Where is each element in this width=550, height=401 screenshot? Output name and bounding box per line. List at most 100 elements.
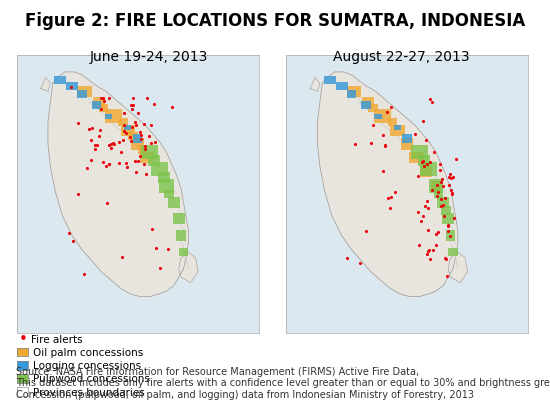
Point: [414, 210, 422, 216]
Bar: [160, 179, 174, 193]
Point: [386, 205, 394, 212]
Point: [104, 142, 113, 149]
Bar: [105, 110, 122, 124]
Point: [439, 184, 448, 190]
Bar: [168, 197, 180, 208]
Point: [119, 123, 128, 129]
Point: [65, 230, 74, 237]
Bar: [336, 83, 348, 91]
Bar: [346, 91, 356, 99]
Point: [152, 245, 161, 252]
Point: [91, 143, 100, 149]
Point: [446, 175, 455, 181]
Point: [390, 189, 399, 195]
Point: [379, 132, 388, 138]
Polygon shape: [448, 253, 467, 283]
Bar: [390, 125, 405, 136]
Point: [446, 233, 455, 239]
Point: [119, 111, 128, 117]
Point: [426, 159, 434, 166]
Text: Pulpwood concessions: Pulpwood concessions: [33, 374, 150, 383]
Point: [426, 96, 435, 103]
Text: Source: NASA Fire Information for Resource Management (FIRMS) Active Fire Data,
: Source: NASA Fire Information for Resour…: [16, 366, 550, 399]
Point: [139, 122, 148, 128]
Point: [74, 191, 82, 198]
Point: [368, 122, 377, 129]
Point: [443, 228, 452, 235]
Bar: [411, 146, 427, 160]
Bar: [420, 163, 437, 176]
Point: [420, 204, 429, 210]
Point: [136, 130, 145, 136]
Point: [130, 119, 139, 126]
Point: [136, 132, 145, 138]
Point: [415, 242, 424, 249]
Point: [437, 179, 446, 186]
Point: [424, 227, 432, 234]
Polygon shape: [179, 253, 198, 283]
Point: [449, 174, 458, 181]
Bar: [433, 190, 443, 198]
Bar: [99, 105, 108, 113]
Bar: [420, 167, 432, 178]
Point: [134, 158, 142, 164]
Bar: [346, 87, 361, 97]
Point: [122, 131, 130, 137]
Point: [117, 149, 125, 156]
Point: [423, 162, 432, 168]
Point: [137, 136, 146, 143]
Bar: [131, 139, 144, 150]
Point: [74, 121, 82, 128]
Point: [367, 141, 376, 147]
Point: [447, 192, 456, 198]
Point: [379, 169, 388, 175]
Bar: [138, 146, 147, 154]
Point: [425, 247, 434, 254]
Point: [164, 246, 173, 252]
Point: [145, 133, 153, 140]
Polygon shape: [41, 78, 51, 92]
Text: Oil palm concessions: Oil palm concessions: [33, 347, 143, 357]
Point: [452, 156, 460, 162]
Point: [351, 142, 360, 148]
Bar: [375, 114, 382, 120]
Point: [436, 203, 445, 210]
Point: [449, 215, 458, 222]
Point: [128, 107, 136, 113]
Point: [168, 104, 177, 111]
Polygon shape: [317, 73, 458, 297]
Bar: [91, 102, 101, 110]
Point: [442, 256, 450, 263]
Point: [411, 132, 420, 138]
Point: [433, 229, 442, 235]
Bar: [77, 87, 91, 97]
Point: [149, 101, 158, 107]
Point: [133, 110, 142, 117]
Point: [419, 158, 428, 164]
Bar: [375, 110, 391, 124]
Point: [433, 189, 442, 195]
Bar: [409, 153, 424, 164]
Point: [67, 85, 75, 91]
Bar: [66, 83, 78, 91]
Point: [441, 195, 449, 201]
Point: [140, 161, 148, 167]
Point: [381, 142, 389, 148]
Point: [387, 194, 395, 201]
Bar: [176, 231, 186, 241]
Point: [440, 255, 449, 261]
Point: [118, 137, 127, 144]
Point: [126, 139, 135, 145]
Point: [417, 219, 426, 225]
Point: [419, 214, 427, 220]
Text: Fire alerts: Fire alerts: [31, 334, 82, 344]
Bar: [120, 125, 135, 136]
Point: [114, 161, 123, 167]
Point: [439, 213, 448, 220]
Point: [100, 98, 109, 105]
Point: [444, 222, 453, 229]
Text: June 19-24, 2013: June 19-24, 2013: [89, 50, 208, 64]
Point: [155, 265, 164, 271]
Point: [135, 153, 144, 160]
Point: [438, 202, 447, 209]
